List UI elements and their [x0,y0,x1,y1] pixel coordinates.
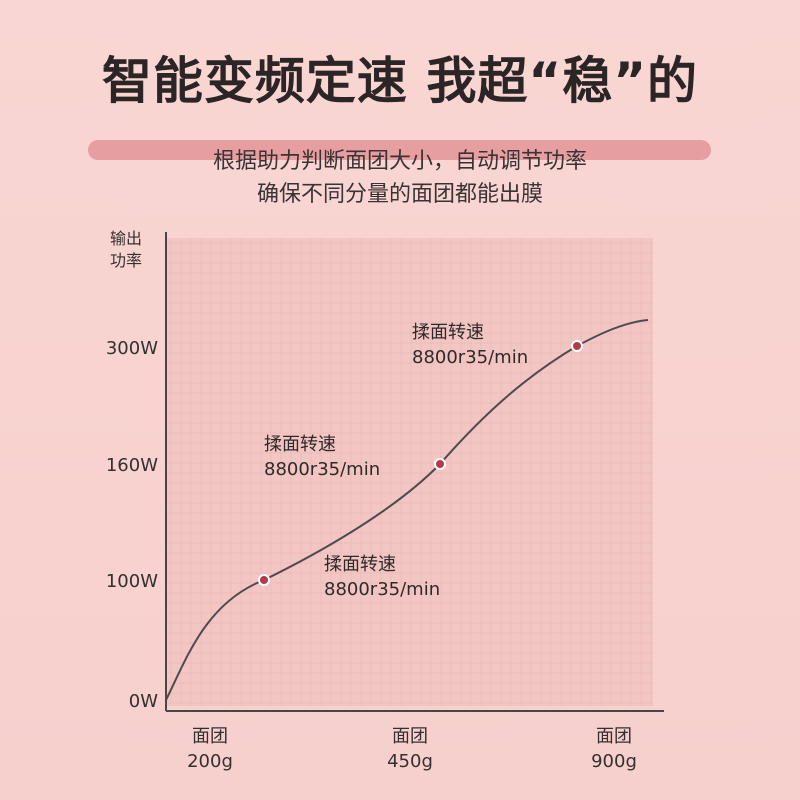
y-axis-label: 输出功率 [110,229,142,270]
data-point-marker [571,340,583,352]
y-tick-label: 100W [106,571,158,592]
x-tick-label-line: 面团 [596,726,632,747]
speed-annotation-line: 8800r35/min [324,579,440,600]
x-tick-label-line: 200g [187,751,233,772]
data-point-marker [434,458,446,470]
x-tick-label: 面团 900g [591,726,637,772]
speed-annotation: 揉面转速 8800r35/min [264,434,380,480]
y-tick-label: 0W [129,691,158,712]
page-title: 智能变频定速 我超“稳”的 [101,52,699,110]
title-area: 智能变频定速 我超“稳”的 [0,45,800,160]
x-tick-label: 面团 450g [387,726,433,772]
speed-annotation-line: 8800r35/min [264,459,380,480]
title-highlight-bar [88,140,711,160]
y-axis-label-line: 输出 [110,229,142,248]
plot-background [166,238,653,706]
subtitle-line-1: 根据助力判断面团大小，自动调节功率 [212,149,587,174]
y-tick-label: 300W [106,338,158,359]
data-point-marker [258,574,270,586]
x-tick-label-line: 面团 [192,726,228,747]
speed-annotation: 揉面转速 8800r35/min [324,554,440,600]
speed-annotation-line: 8800r35/min [412,347,528,368]
speed-annotation-line: 揉面转速 [264,434,336,455]
speed-annotation: 揉面转速 8800r35/min [412,322,528,368]
speed-annotation-line: 揉面转速 [324,554,396,575]
x-tick-label-line: 450g [387,751,433,772]
speed-annotation-line: 揉面转速 [412,322,484,343]
y-axis-label-line: 功率 [110,251,142,270]
x-tick-label-line: 面团 [392,726,428,747]
y-tick-label: 160W [106,455,158,476]
x-tick-label: 面团 200g [187,726,233,772]
x-tick-label-line: 900g [591,751,637,772]
subtitle-block: 根据助力判断面团大小，自动调节功率 确保不同分量的面团都能出膜 [0,145,800,211]
subtitle-line-2: 确保不同分量的面团都能出膜 [256,182,543,207]
